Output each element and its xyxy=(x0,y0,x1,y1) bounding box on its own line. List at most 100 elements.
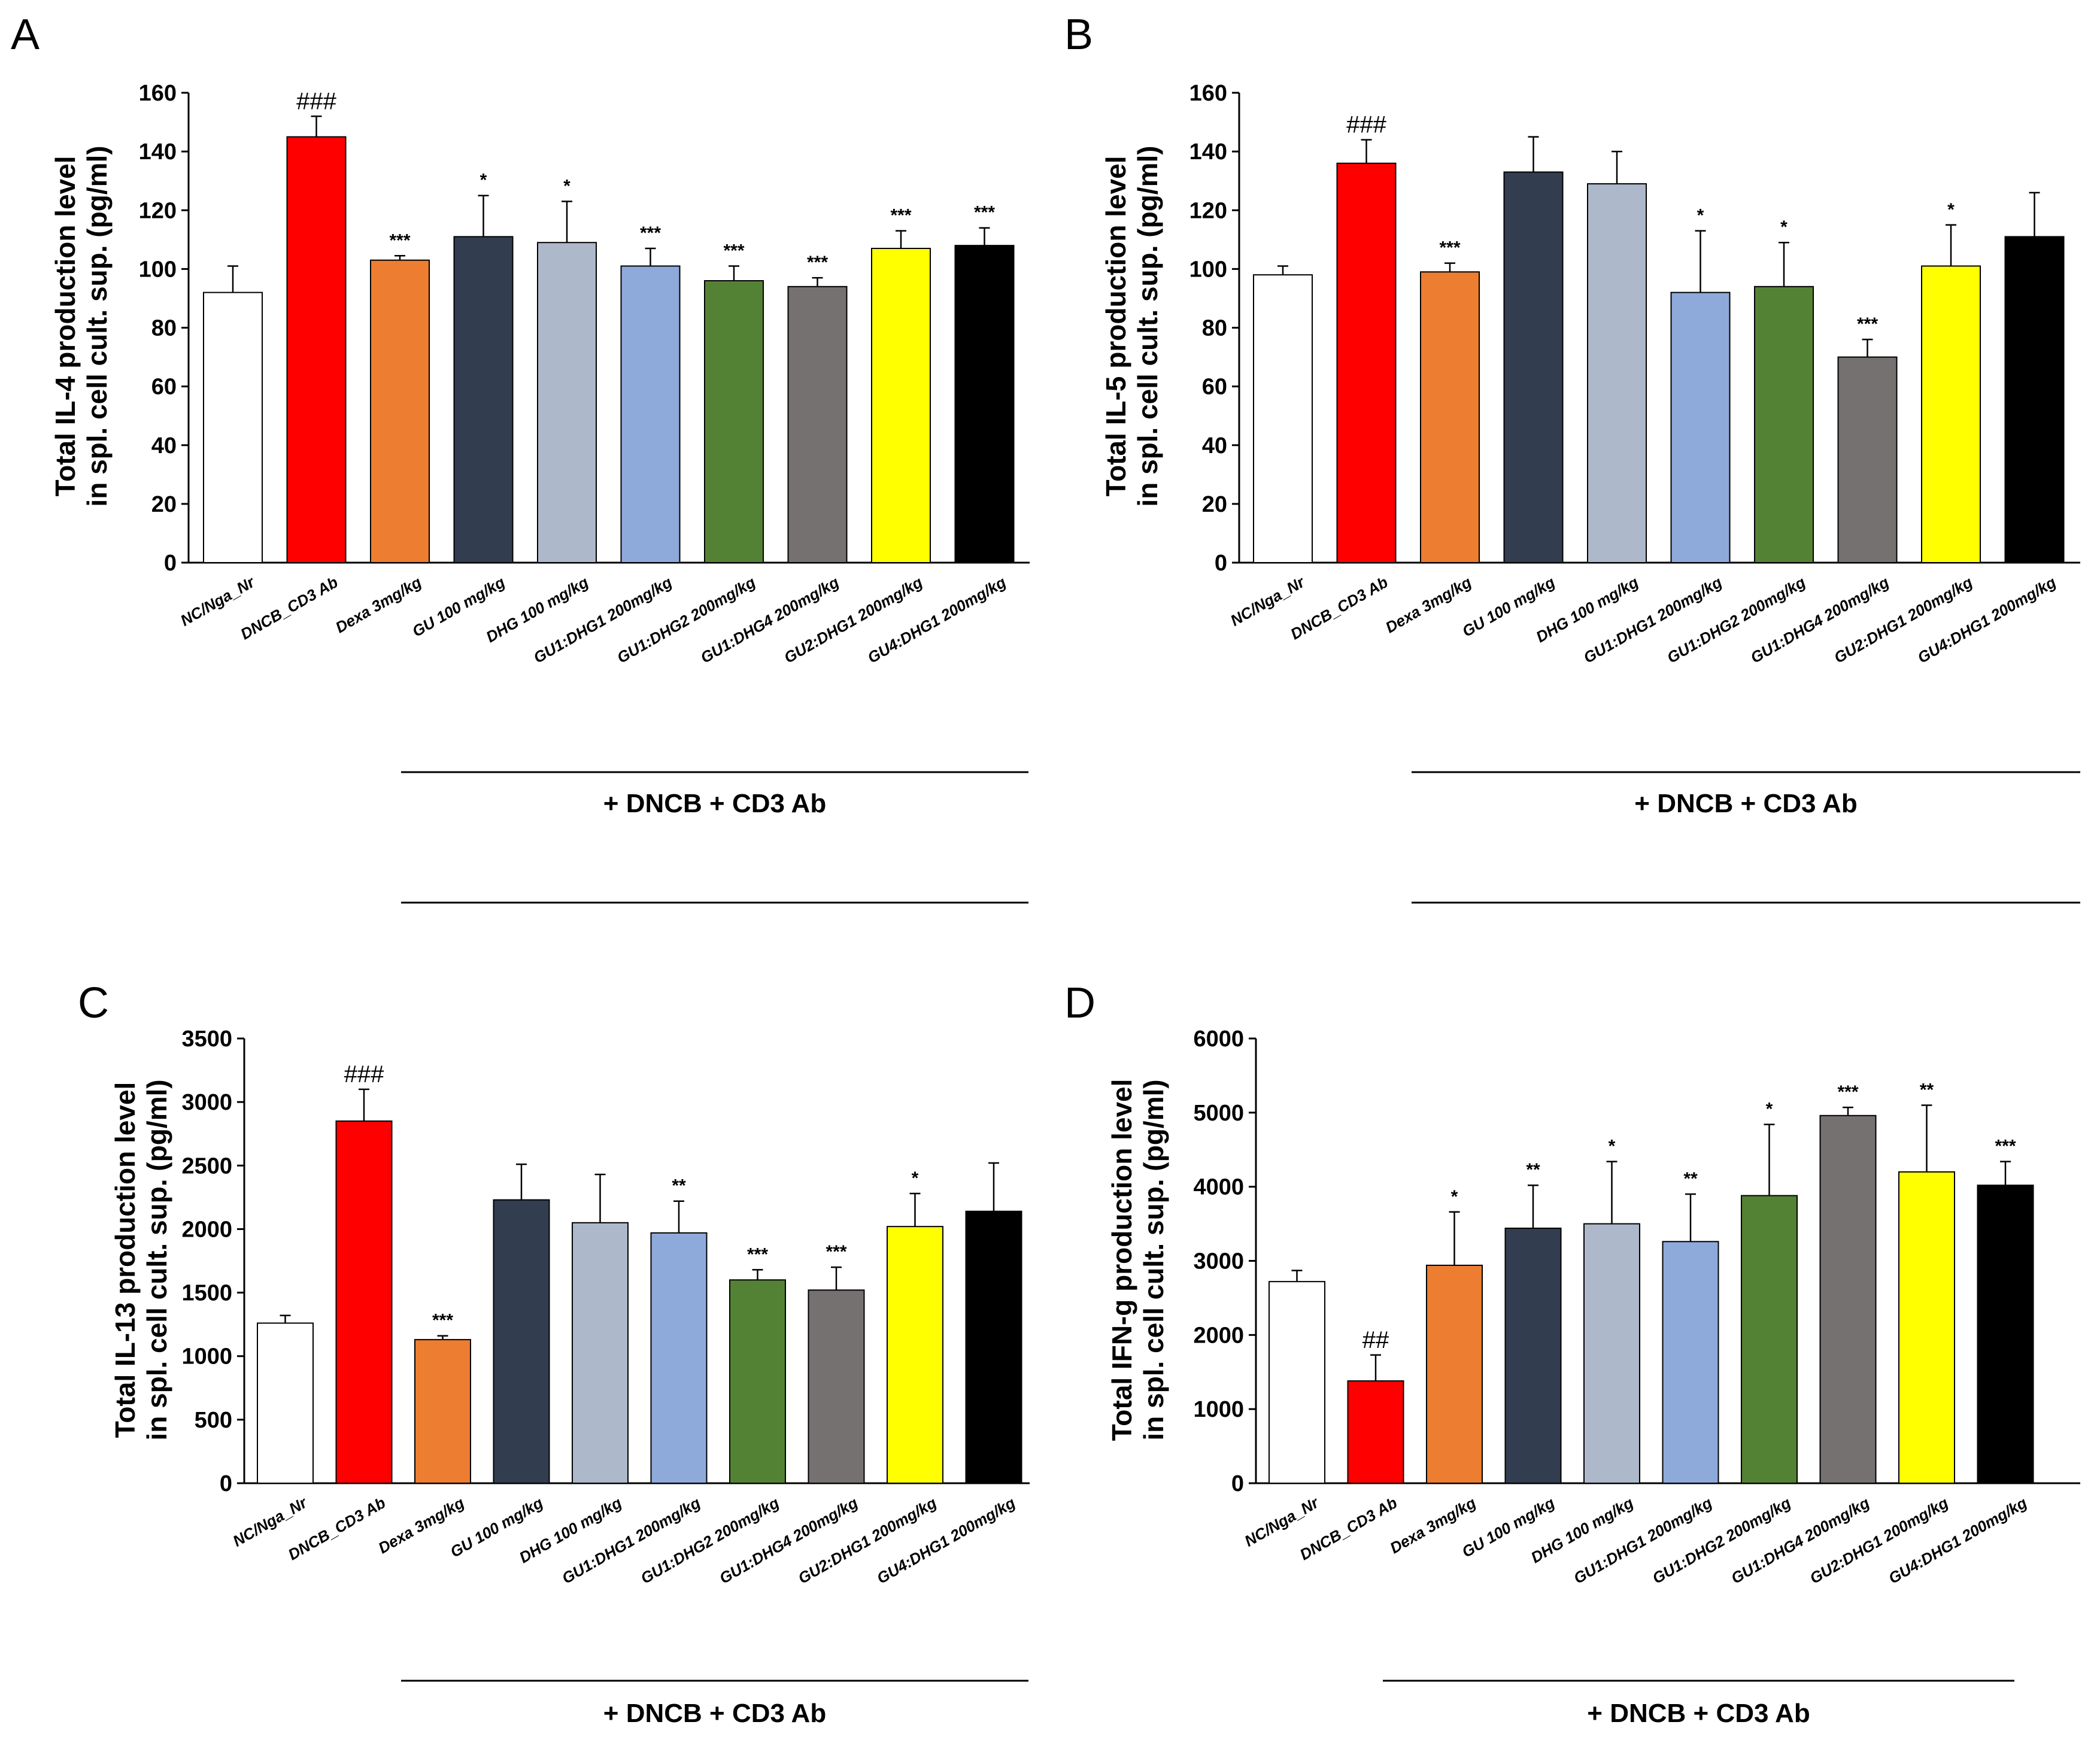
significance-mark: *** xyxy=(389,230,410,250)
x-category-label: GU2:DHG1 200mg/kg xyxy=(781,573,926,667)
bar xyxy=(1420,271,1480,563)
y-tick-label: 60 xyxy=(1202,375,1227,400)
x-category-label: GU1:DHG1 200mg/kg xyxy=(530,573,675,667)
bar xyxy=(729,1279,786,1484)
y-axis-title-line2: in spl. cell cult. sup. (pg/ml) xyxy=(1138,1079,1169,1440)
significance-mark: ### xyxy=(344,1061,384,1088)
y-tick-label: 0 xyxy=(1231,1471,1244,1496)
significance-mark: *** xyxy=(640,223,661,243)
significance-mark: * xyxy=(912,1168,919,1188)
treatment-group-label: + DNCB + CD3 Ab xyxy=(603,789,826,818)
significance-mark: ** xyxy=(1683,1169,1698,1189)
y-tick-label: 0 xyxy=(164,551,177,576)
bar xyxy=(787,286,848,563)
bar xyxy=(1837,356,1898,563)
y-tick-label: 40 xyxy=(151,433,177,458)
significance-mark: *** xyxy=(1995,1137,2016,1156)
x-category-label: GU2:DHG1 200mg/kg xyxy=(1807,1493,1952,1587)
bar xyxy=(257,1322,314,1484)
bar xyxy=(1898,1171,1955,1484)
bar xyxy=(954,245,1015,563)
y-tick-label: 100 xyxy=(139,257,177,282)
bar xyxy=(1977,1185,2034,1484)
panel-d: D 0 1000 2000 3000 4000 5000 6000 Total IFN-g pr… xyxy=(1064,979,2080,1728)
x-category-label: GU2:DHG1 200mg/kg xyxy=(795,1493,940,1587)
y-tick-label: 0 xyxy=(220,1471,232,1496)
significance-mark: *** xyxy=(1837,1082,1858,1102)
x-category-label: NC/Nga_Nr xyxy=(1227,572,1308,630)
y-tick-label: 160 xyxy=(139,81,177,106)
y-tick-label: 120 xyxy=(139,198,177,223)
significance-mark: ## xyxy=(1362,1327,1389,1353)
significance-mark: ** xyxy=(1920,1080,1934,1100)
significance-mark: * xyxy=(1947,200,1955,220)
bar xyxy=(1583,1223,1640,1484)
x-category-label: GU4:DHG1 200mg/kg xyxy=(1886,1493,2031,1587)
significance-mark: ** xyxy=(672,1176,686,1196)
y-tick-label: 20 xyxy=(151,492,177,517)
bar xyxy=(1347,1380,1404,1484)
y-tick-label: 60 xyxy=(151,375,177,400)
x-category-label: NC/Nga_Nr xyxy=(177,572,258,630)
significance-mark: *** xyxy=(1857,314,1878,334)
x-category-label: GU1:DHG2 200mg/kg xyxy=(638,1493,782,1587)
significance-mark: * xyxy=(563,177,570,196)
x-category-label: GU1:DHG2 200mg/kg xyxy=(1649,1493,1794,1587)
x-category-label: GU1:DHG2 200mg/kg xyxy=(1664,573,1809,667)
y-tick-label: 80 xyxy=(151,316,177,341)
y-tick-label: 3000 xyxy=(1193,1249,1244,1274)
y-tick-label: 120 xyxy=(1189,198,1227,223)
panel-letter: D xyxy=(1064,979,1095,1027)
y-tick-label: 3000 xyxy=(181,1090,232,1115)
significance-mark: *** xyxy=(747,1244,768,1264)
y-axis-title-line1: Total IL-5 production level xyxy=(1100,156,1131,496)
bar xyxy=(871,248,931,563)
bar xyxy=(493,1199,550,1484)
bar xyxy=(203,291,263,563)
x-category-label: GU1:DHG1 200mg/kg xyxy=(1571,1493,1716,1587)
bar xyxy=(453,236,514,563)
significance-mark: *** xyxy=(974,203,995,223)
significance-mark: * xyxy=(1609,1137,1616,1156)
bar xyxy=(1741,1195,1798,1484)
x-category-label: GU4:DHG1 200mg/kg xyxy=(864,573,1009,667)
bar xyxy=(335,1120,393,1484)
significance-mark: * xyxy=(1780,217,1788,237)
y-tick-label: 500 xyxy=(195,1408,232,1433)
x-category-label: GU1:DHG4 200mg/kg xyxy=(1747,573,1892,667)
y-tick-label: 1500 xyxy=(181,1281,232,1306)
y-axis-title-line1: Total IL-13 production level xyxy=(110,1082,141,1438)
bar xyxy=(537,242,597,563)
x-category-label: GU4:DHG1 200mg/kg xyxy=(874,1493,1019,1587)
significance-mark: ### xyxy=(296,88,336,114)
treatment-group-label: + DNCB + CD3 Ab xyxy=(1634,789,1857,818)
panel-letter: B xyxy=(1064,11,1093,59)
y-tick-label: 20 xyxy=(1202,492,1227,517)
bar xyxy=(1253,274,1313,563)
panel-a: A 0 20 40 60 80 100 120 140 160 Total IL-4 product… xyxy=(11,11,1030,904)
y-axis-title-line2: in spl. cell cult. sup. (pg/ml) xyxy=(1132,145,1163,506)
bar xyxy=(414,1339,471,1484)
bar xyxy=(1587,183,1647,563)
bar xyxy=(1819,1115,1877,1484)
significance-mark: *** xyxy=(432,1311,453,1331)
y-tick-label: 2500 xyxy=(181,1153,232,1179)
bar xyxy=(808,1289,865,1484)
bar xyxy=(965,1210,1022,1484)
y-tick-label: 80 xyxy=(1202,316,1227,341)
significance-mark: ** xyxy=(1526,1160,1540,1180)
y-tick-label: 160 xyxy=(1189,81,1227,106)
panel-b: B 0 20 40 60 80 100 120 140 160 Total IL-5 product… xyxy=(1064,11,2080,904)
x-category-label: GU1:DHG4 200mg/kg xyxy=(717,1493,861,1587)
panel-c: C 0 500 1000 1500 2000 2500 3000 3500 Total IL-13… xyxy=(78,979,1030,1728)
bar xyxy=(887,1226,943,1484)
bar xyxy=(1662,1241,1719,1484)
bar xyxy=(1336,162,1397,563)
significance-mark: *** xyxy=(1439,238,1460,258)
x-category-label: GU1:DHG1 200mg/kg xyxy=(559,1493,704,1587)
treatment-group-label: + DNCB + CD3 Ab xyxy=(603,1699,826,1728)
significance-mark: * xyxy=(1766,1100,1773,1119)
y-axis-title-line2: in spl. cell cult. sup. (pg/ml) xyxy=(141,1079,172,1440)
y-tick-label: 4000 xyxy=(1193,1175,1244,1200)
significance-mark: * xyxy=(1697,206,1704,226)
